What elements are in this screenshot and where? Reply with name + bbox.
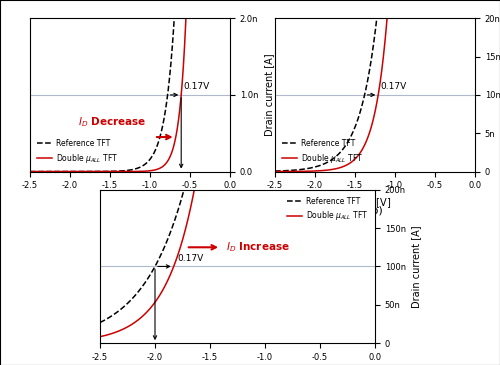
Reference TFT [115, 169, 121, 173]
Double μₐₗₗ TFT [286, 111, 292, 115]
Text: 0.17V: 0.17V [177, 254, 203, 263]
Text: (b): (b) [367, 205, 383, 215]
Legend: Reference TFT, Double $\mu_{ALL}$ TFT: Reference TFT, Double $\mu_{ALL}$ TFT [284, 193, 371, 226]
Double μₐₗₗ TFT [316, 111, 322, 115]
Double μₐₗₗ TFT [353, 156, 359, 160]
Double μₐₗₗ TFT [208, 111, 214, 115]
Double μₐₗₗ TFT [218, 111, 224, 115]
Double μₐₗₗ TFT [125, 324, 131, 329]
Reference TFT [97, 320, 103, 325]
Reference TFT [316, 111, 322, 115]
X-axis label: $V_{GS}$[V]: $V_{GS}$[V] [114, 196, 146, 210]
Reference TFT [292, 168, 298, 172]
Line: Double μₐₗₗ TFT: Double μₐₗₗ TFT [30, 0, 230, 172]
Line: Reference TFT: Reference TFT [275, 0, 475, 171]
Y-axis label: Drain current [A]: Drain current [A] [412, 225, 422, 308]
Reference TFT [353, 123, 359, 127]
Double μₐₗₗ TFT [312, 111, 318, 115]
Double μₐₗₗ TFT [27, 169, 33, 174]
Line: Reference TFT: Reference TFT [100, 113, 375, 323]
Reference TFT [27, 169, 33, 174]
Reference TFT [125, 301, 131, 305]
Double μₐₗₗ TFT [97, 334, 103, 339]
Line: Reference TFT: Reference TFT [30, 0, 230, 172]
Reference TFT [272, 169, 278, 173]
Double μₐₗₗ TFT [372, 111, 378, 115]
Double μₐₗₗ TFT [272, 169, 278, 174]
Reference TFT [312, 111, 318, 115]
Reference TFT [208, 111, 214, 115]
Reference TFT [108, 169, 114, 173]
Reference TFT [164, 95, 170, 99]
Text: (a): (a) [122, 205, 138, 215]
Double μₐₗₗ TFT [204, 111, 210, 115]
Legend: Reference TFT, Double $\mu_{ALL}$ TFT: Reference TFT, Double $\mu_{ALL}$ TFT [34, 136, 122, 168]
Double μₐₗₗ TFT [108, 169, 114, 174]
Double μₐₗₗ TFT [115, 169, 121, 174]
Reference TFT [48, 169, 54, 174]
Double μₐₗₗ TFT [48, 169, 54, 174]
Double μₐₗₗ TFT [183, 15, 189, 19]
Text: 0.17V: 0.17V [184, 82, 210, 91]
Double μₐₗₗ TFT [164, 160, 170, 164]
Reference TFT [218, 111, 224, 115]
Reference TFT [372, 111, 378, 115]
Legend: Reference TFT, Double $\mu_{ALL}$ TFT: Reference TFT, Double $\mu_{ALL}$ TFT [279, 136, 366, 168]
Text: 0.17V: 0.17V [380, 82, 407, 91]
X-axis label: $V_{GS}$[V]: $V_{GS}$[V] [359, 196, 391, 210]
Double μₐₗₗ TFT [292, 169, 298, 174]
Text: $I_D$ Increase: $I_D$ Increase [226, 241, 290, 254]
Double μₐₗₗ TFT [360, 146, 366, 150]
Y-axis label: Drain current [A]: Drain current [A] [264, 54, 274, 136]
Line: Double μₐₗₗ TFT: Double μₐₗₗ TFT [100, 113, 375, 337]
Reference TFT [198, 111, 204, 115]
Line: Double μₐₗₗ TFT: Double μₐₗₗ TFT [275, 0, 475, 172]
Reference TFT [286, 111, 292, 115]
Reference TFT [360, 99, 366, 103]
Text: $I_D$ Decrease: $I_D$ Decrease [78, 115, 146, 128]
